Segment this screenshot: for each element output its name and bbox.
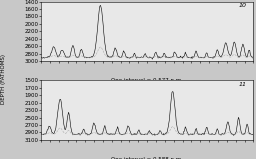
Text: One interval = 0.588 n.m.: One interval = 0.588 n.m. (111, 157, 183, 159)
Text: One interval = 0.577 n.m.: One interval = 0.577 n.m. (111, 78, 183, 83)
Text: 11: 11 (239, 82, 247, 87)
Text: 10: 10 (239, 3, 247, 8)
Text: DEPTH (FATHOMS): DEPTH (FATHOMS) (1, 55, 6, 104)
